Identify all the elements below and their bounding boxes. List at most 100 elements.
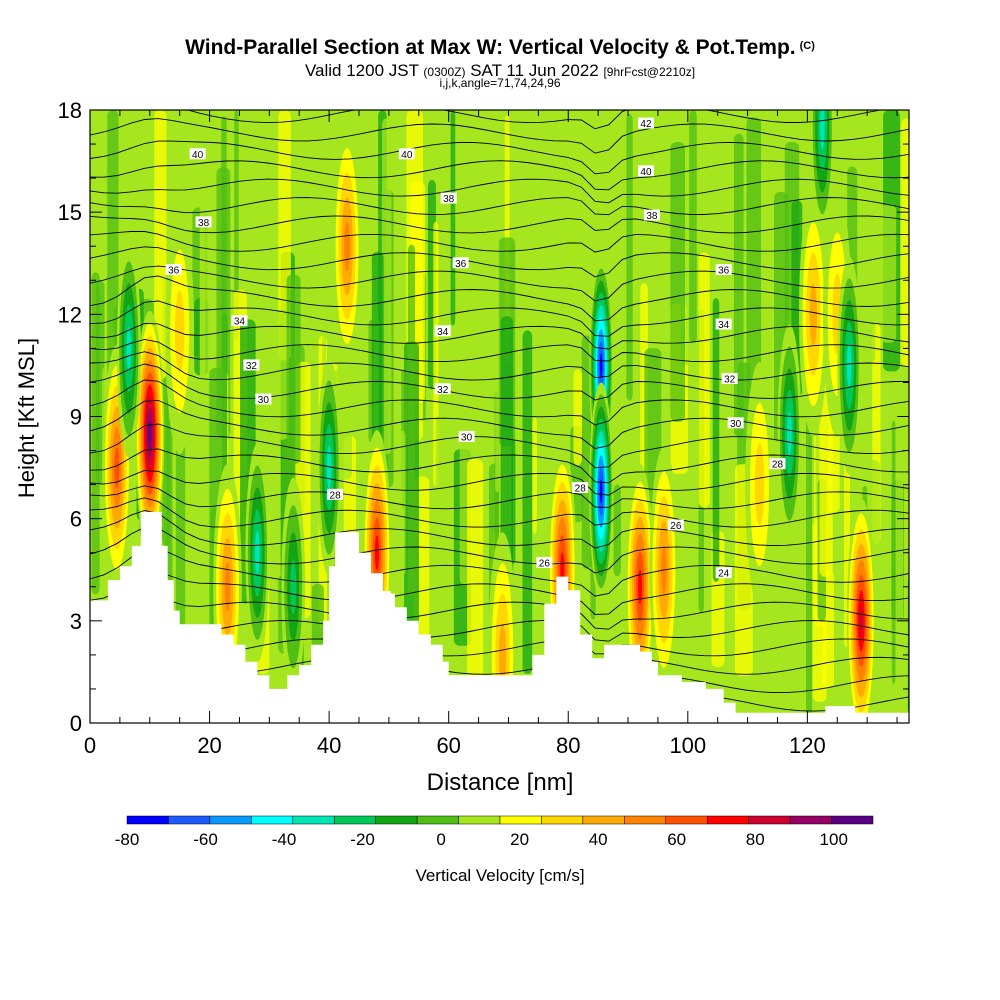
colorbar-swatch [375,815,418,825]
contour-label: 36 [168,266,180,277]
isentrope-line [90,547,909,597]
isentrope-line [90,275,909,322]
isentrope-line [90,363,909,401]
updraft-core [799,191,828,437]
isentrope-line [90,300,909,337]
contour-label: 32 [437,385,449,396]
field-streak [581,335,592,569]
contour-label: 28 [575,484,587,495]
contour-label-bg [327,488,344,500]
contour-label-bg [458,430,475,442]
field-streak [712,298,720,582]
contour-label: 34 [718,320,730,331]
colorbar-tick-label: 20 [510,830,529,849]
isentrope-line [90,140,909,175]
colorbar-tick-label: 60 [667,830,686,849]
core-band [498,624,507,686]
isentrope-line [90,231,909,253]
contour-label: 34 [437,327,449,338]
isentrope-line [90,246,909,278]
section-params: i,j,k,angle=71,74,24,96 [439,76,561,90]
x-tick-label: 100 [669,733,706,758]
contour-label: 26 [670,521,682,532]
downdraft-core [837,256,862,475]
contour-label-bg [643,209,660,221]
core-band [846,343,852,388]
field-streak [573,369,582,466]
isentrope-line [90,265,909,302]
y-tick-label: 15 [58,200,82,225]
contour-label: 40 [640,167,652,178]
isentrope-line [90,399,909,450]
core-band [599,479,603,504]
contour-label-bg [536,556,553,568]
updraft-core [625,464,655,710]
contour-label: 30 [730,419,742,430]
core-band [859,605,863,637]
x-axis-label: Distance [nm] [427,769,574,796]
field-streak [154,110,167,380]
y-tick-label: 12 [58,302,82,327]
contour-label: 36 [718,266,730,277]
isentrope-line [90,571,909,615]
isentrope-line [90,497,909,528]
colorbar-swatch [126,815,169,825]
field-streak [399,430,406,576]
core-band [326,445,332,490]
x-tick-label: 0 [84,733,96,758]
terrain [90,511,909,723]
contour-label-bg [195,216,212,228]
isentrope-line [90,485,909,510]
contour-label-bg [721,373,738,385]
field-streak [901,118,909,367]
core-band [224,562,231,612]
x-tick-label: 60 [436,733,460,758]
colorbar-swatch [582,815,625,825]
contour-label-bg [727,417,744,429]
isentrope-line [90,448,909,484]
contour-label: 34 [234,317,246,328]
velocity-field: 42 40 40 40 38 38 38 36 36 36 34 34 34 32 32 32 30 30 30 28… [90,110,909,723]
field-streak [733,133,744,437]
core-band [787,411,792,456]
y-tick-label: 6 [70,507,82,532]
downdraft-core [245,443,270,662]
isentrope-contours [90,110,909,722]
field-streak [532,417,537,534]
contour-label: 26 [539,558,551,569]
downdraft-core [777,324,802,543]
colorbar-swatch [292,815,335,825]
colorbar-tick-label: 40 [589,830,608,849]
colorbar-swatch [251,815,294,825]
field-streak [91,272,100,595]
contour-label: 30 [258,395,270,406]
colorbar-swatch [831,815,874,825]
colorbar-swatch [748,815,791,825]
contour-label: 36 [455,259,467,270]
contour-label-bg [434,325,451,337]
updraft-core [488,532,517,723]
forecast-info: [9hrFcst@2210z] [603,65,696,79]
core-band [254,530,260,575]
contour-label-bg [769,458,786,470]
colorbar-tick-label: -40 [272,830,297,849]
contour-label-bg [715,318,732,330]
contour-label: 38 [646,211,658,222]
y-tick-label: 3 [70,609,82,634]
contour-label: 38 [198,218,210,229]
field-streak [435,414,449,619]
chart-title: Wind-Parallel Section at Max W: Vertical… [0,36,1000,60]
field-streak [274,309,289,440]
colorbar-tick-label: 100 [820,830,848,849]
colorbar-swatch [541,815,584,825]
contour-label: 32 [724,375,736,386]
colorbar-swatch [458,815,501,825]
contour-label: 28 [330,490,342,501]
contour-label-bg [715,264,732,276]
contour-labels: 42 40 40 40 38 38 38 36 36 36 34 34 34 32 32 32 30 30 30 28… [165,117,786,603]
core-band [148,421,152,446]
colorbar-swatch [499,815,542,825]
colorbar-tick-label: -60 [193,830,218,849]
field-streak [806,395,813,722]
